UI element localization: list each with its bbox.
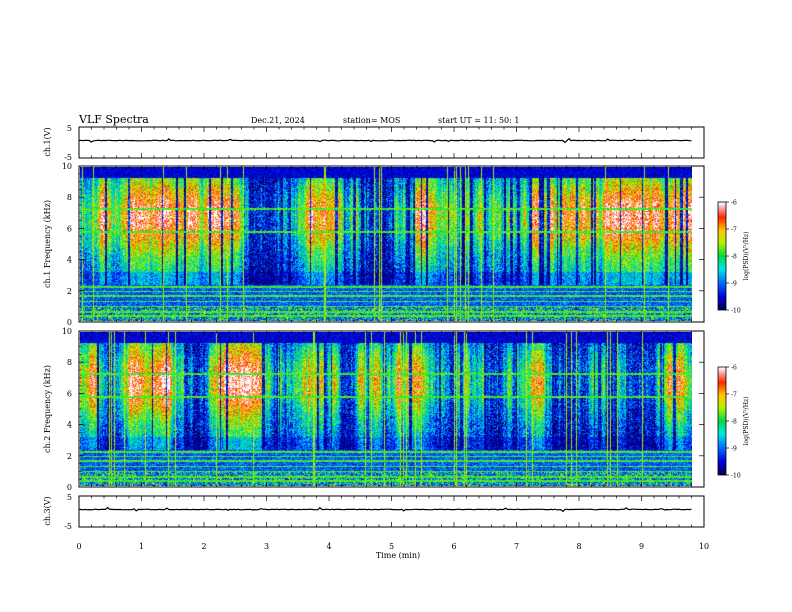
colorbar-ch2: -6 -7 -8 -9 -10 log(PSD)(V²/Hz) — [718, 365, 750, 480]
ch1-ytick-min: -5 — [64, 153, 72, 162]
time-axis-labels: 0 1 2 3 4 5 6 7 8 9 10 — [76, 542, 709, 551]
colorbar-tick-label: -9 — [731, 281, 737, 288]
colorbar-tick-label: -10 — [731, 308, 741, 315]
date-label: Dec.21, 2024 — [251, 116, 305, 125]
y-tick-label: 2 — [67, 287, 72, 296]
spectrogram-image-ch2 — [80, 332, 692, 486]
y-tick-label: 4 — [67, 421, 72, 430]
colorbar-tick-label: -10 — [731, 473, 741, 480]
y-tick-label: 6 — [67, 389, 72, 398]
y-tick-label: 8 — [67, 358, 72, 367]
spectrogram-panel-ch2: 10 8 6 4 2 0 ch.2 Frequency (kHz) — [43, 327, 704, 492]
colorbar-tick-label: -8 — [731, 419, 737, 426]
time-axis-title: Time (min) — [376, 551, 420, 560]
x-tick-label: 3 — [264, 542, 269, 551]
y-tick-label: 8 — [67, 193, 72, 202]
figure-title: VLF Spectra — [78, 113, 149, 126]
y-tick-label: 6 — [67, 224, 72, 233]
x-tick-label: 8 — [576, 542, 581, 551]
station-label: station= MOS — [343, 116, 400, 125]
colorbar-label-ch2: log(PSD)(V²/Hz) — [743, 397, 750, 446]
spectrogram-image-ch1 — [80, 167, 692, 321]
x-tick-label: 7 — [514, 542, 519, 551]
x-tick-label: 10 — [699, 542, 709, 551]
colorbar-tick-label: -8 — [731, 254, 737, 261]
ch1-freq-ylabel: ch.1 Frequency (kHz) — [43, 200, 52, 288]
x-tick-label: 0 — [76, 542, 81, 551]
y-tick-label: 0 — [67, 483, 72, 492]
ch1-wave-ylabel: ch.1(V) — [43, 127, 52, 156]
ch3-ytick-min: -5 — [64, 522, 72, 531]
x-tick-label: 1 — [139, 542, 144, 551]
y-tick-label: 10 — [62, 162, 72, 171]
ch3-wave-ylabel: ch.3(V) — [43, 496, 52, 525]
waveform-panel-ch3: 5 -5 ch.3(V) — [43, 493, 704, 531]
colorbar-tick-label: -9 — [731, 446, 737, 453]
start-time-label: start UT = 11: 50: 1 — [438, 116, 519, 125]
colorbar-ch1: -6 -7 -8 -9 -10 log(PSD)(V²/Hz) — [718, 200, 750, 315]
waveform-panel-ch1: 5 -5 ch.1(V) — [43, 124, 704, 162]
ch3-ytick-max: 5 — [67, 493, 72, 502]
colorbar-gradient-ch1 — [718, 202, 726, 310]
x-tick-label: 4 — [326, 542, 331, 551]
colorbar-tick-label: -6 — [731, 365, 737, 372]
ch1-ytick-max: 5 — [67, 124, 72, 133]
y-tick-label: 10 — [62, 327, 72, 336]
colorbar-gradient-ch2 — [718, 367, 726, 475]
colorbar-tick-label: -7 — [731, 227, 737, 234]
ch2-freq-ylabel: ch.2 Frequency (kHz) — [43, 365, 52, 453]
y-tick-label: 2 — [67, 452, 72, 461]
y-tick-label: 4 — [67, 256, 72, 265]
y-tick-label: 0 — [67, 318, 72, 327]
x-tick-label: 2 — [201, 542, 206, 551]
colorbar-tick-label: -7 — [731, 392, 737, 399]
spectrogram-panel-ch1: 10 8 6 4 2 0 ch.1 Frequency (kHz) — [43, 162, 704, 327]
colorbar-tick-label: -6 — [731, 200, 737, 207]
x-tick-label: 9 — [639, 542, 644, 551]
x-tick-label: 5 — [389, 542, 394, 551]
colorbar-label-ch1: log(PSD)(V²/Hz) — [743, 232, 750, 281]
x-tick-label: 6 — [451, 542, 456, 551]
